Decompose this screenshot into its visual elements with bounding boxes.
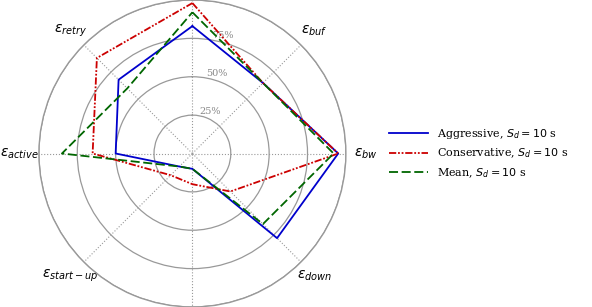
Legend: Aggressive, $S_d = 10$ s, Conservative, $S_d = 10$ s, Mean, $S_d = 10$ s: Aggressive, $S_d = 10$ s, Conservative, … — [384, 123, 572, 184]
